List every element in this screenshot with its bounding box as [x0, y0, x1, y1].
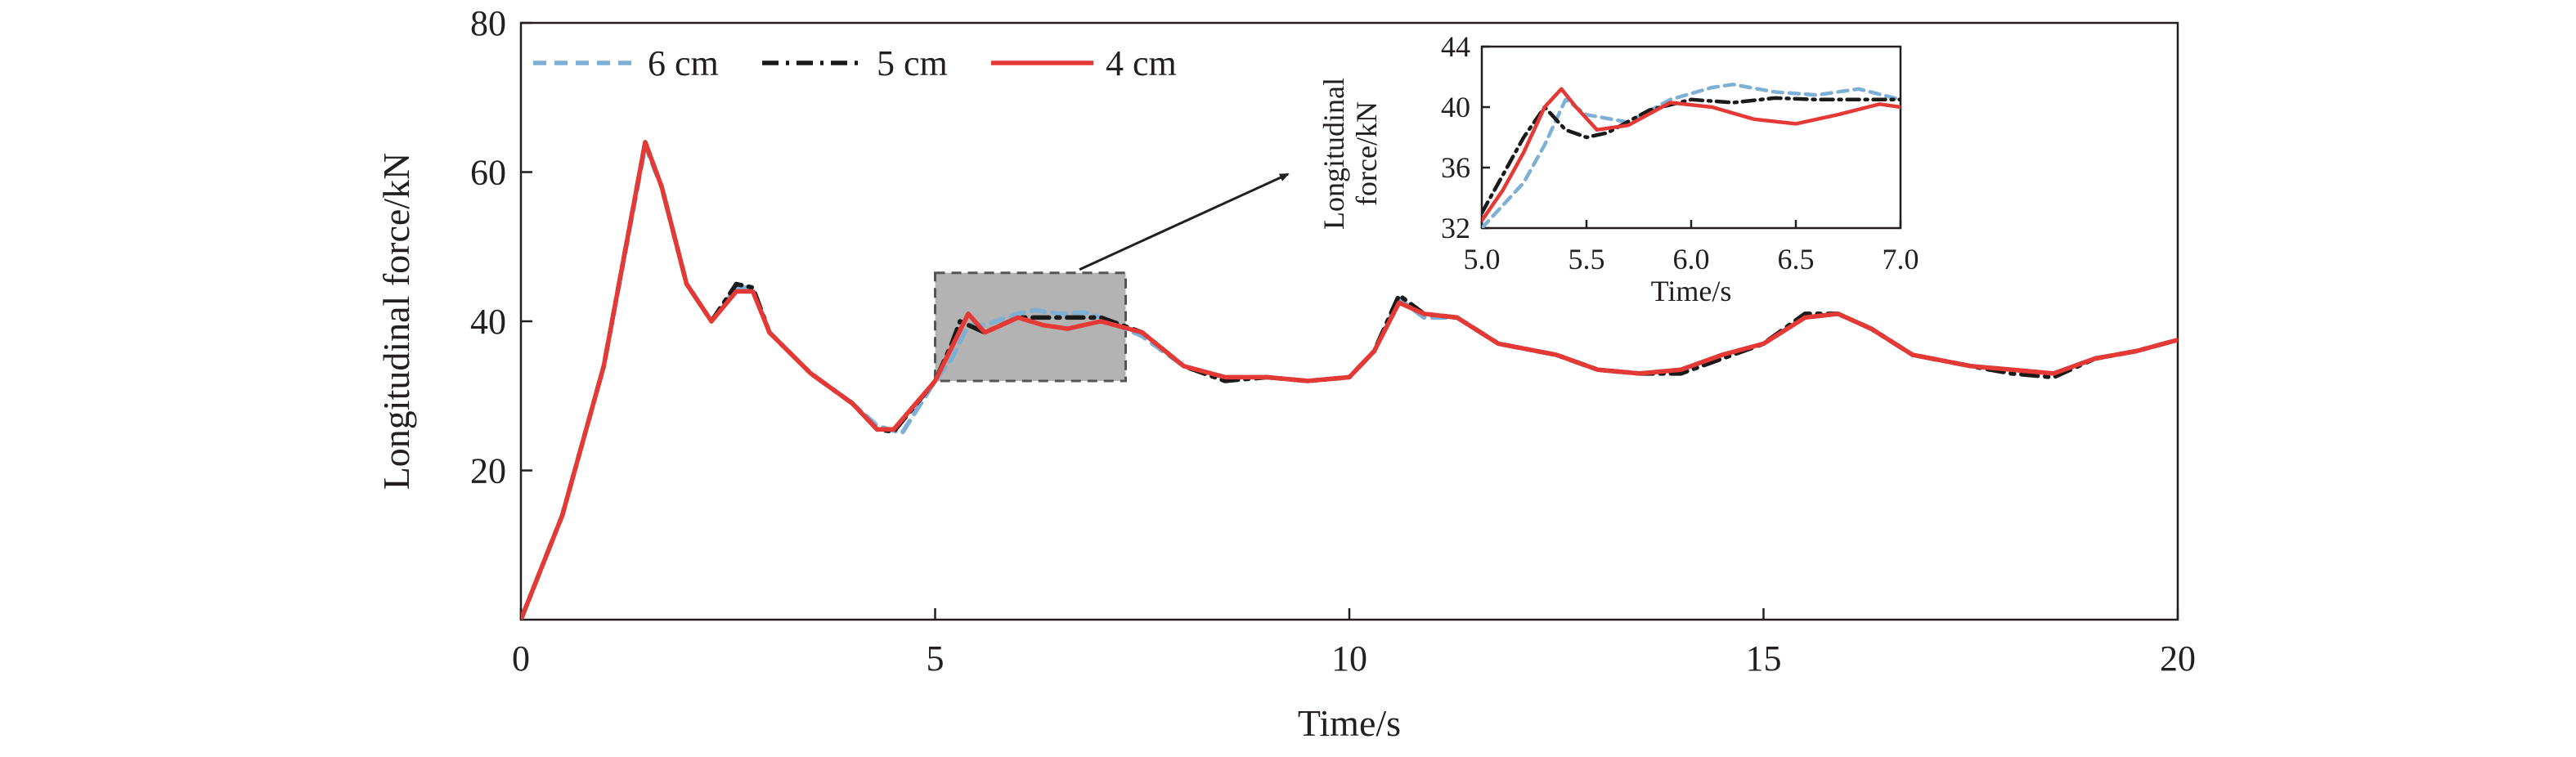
inset-y-ticks: 32 36 40 44: [1441, 30, 1490, 244]
main-x-tick-label: 0: [512, 638, 530, 679]
main-y-ticks: 20 40 60 80: [470, 3, 532, 491]
inset-y-tick-label: 36: [1441, 151, 1470, 184]
main-x-tick-label: 5: [927, 638, 945, 679]
inset-x-tick-label: 5.0: [1464, 243, 1501, 275]
main-x-ticks: 0 5 10 15 20: [512, 608, 2196, 679]
legend-label: 6 cm: [648, 43, 719, 83]
main-y-axis-label: Longitudinal force/kN: [375, 153, 417, 490]
legend-label: 4 cm: [1106, 43, 1177, 83]
inset-series-line: [1482, 96, 1901, 215]
inset-plot-frame: [1480, 45, 1902, 230]
inset-y-tick-label: 40: [1441, 91, 1470, 123]
main-y-tick-label: 40: [470, 302, 506, 342]
main-y-tick-label: 20: [470, 451, 506, 491]
inset-y-tick-label: 44: [1441, 30, 1470, 63]
main-y-tick-label: 60: [470, 153, 506, 193]
inset-series-line: [1482, 87, 1901, 223]
inset-plot: 5.0 5.5 6.0 6.5 7.0 32 36 40 44 Time/s Longitud…: [1317, 30, 1919, 307]
inset-y-axis-label-line1: Longitudinal: [1317, 78, 1350, 230]
main-x-tick-label: 10: [1331, 638, 1367, 679]
inset-y-tick-label: 32: [1441, 212, 1470, 244]
main-x-axis-label: Time/s: [1298, 702, 1401, 744]
inset-x-tick-label: 6.0: [1673, 243, 1710, 275]
inset-x-tick-label: 6.5: [1778, 243, 1815, 275]
main-series-group: [521, 140, 2178, 620]
highlight-box: [934, 271, 1127, 383]
main-legend: 6 cm 5 cm 4 cm: [533, 43, 1177, 83]
main-x-tick-label: 15: [1746, 638, 1782, 679]
main-series-line: [521, 140, 2178, 620]
inset-x-ticks: 5.0 5.5 6.0 6.5 7.0: [1464, 220, 1919, 275]
zoom-arrow: [1079, 172, 1290, 271]
inset-series-group: [1482, 83, 1901, 228]
legend-label: 5 cm: [877, 43, 948, 83]
main-y-tick-label: 80: [470, 3, 506, 43]
main-plot: 0 5 10 15 20 20 40 60 80 Time/s Longitudinal fo…: [375, 3, 2196, 744]
inset-x-tick-label: 5.5: [1568, 243, 1605, 275]
inset-x-tick-label: 7.0: [1883, 243, 1919, 275]
inset-x-axis-label: Time/s: [1651, 275, 1732, 307]
inset-y-axis-label-line2: force/kN: [1350, 101, 1383, 206]
main-x-tick-label: 20: [2160, 638, 2196, 679]
